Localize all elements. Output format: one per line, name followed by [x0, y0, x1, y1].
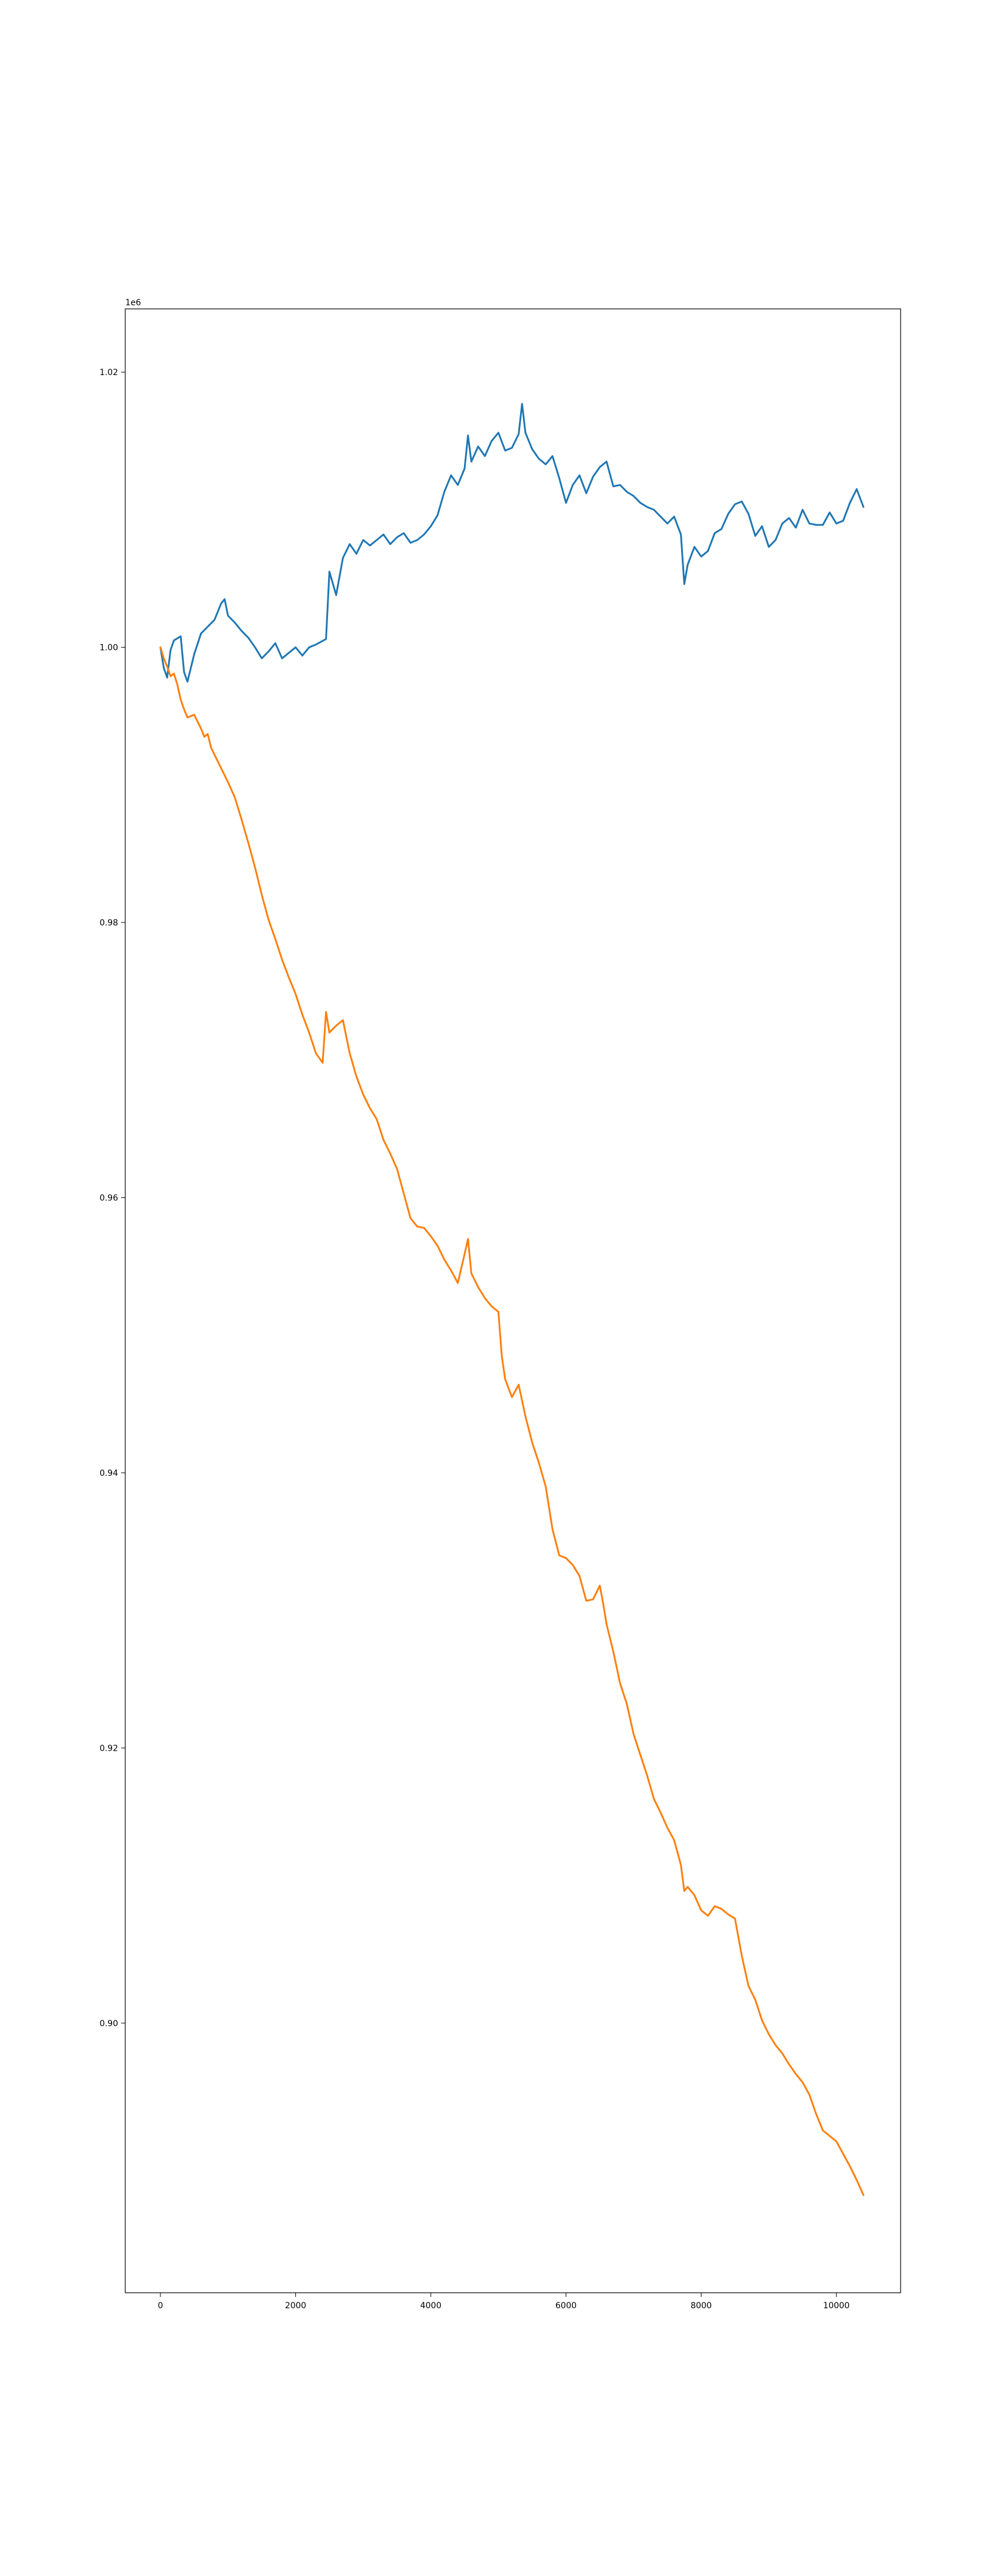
y-tick-label: 0.96	[100, 1193, 118, 1203]
x-tick-label: 2000	[285, 2301, 307, 2311]
x-tick-label: 8000	[691, 2301, 712, 2311]
y-axis-ticks: 0.90 0.92 0.94 0.96 0.98 1.00 1.02	[100, 368, 125, 2029]
y-tick-label: 0.94	[100, 1469, 118, 1478]
x-axis-ticks: 0 2000 4000 6000 8000 10000	[157, 2293, 850, 2311]
series-line-2	[159, 646, 865, 2196]
x-tick-label: 4000	[420, 2301, 441, 2311]
x-tick-label: 10000	[823, 2301, 850, 2311]
x-tick-label: 6000	[555, 2301, 577, 2311]
x-tick-label: 0	[157, 2301, 163, 2311]
y-axis-offset-label: 1e6	[125, 298, 141, 308]
series-lines	[159, 402, 865, 2196]
plot-area-frame	[125, 308, 901, 2293]
series-line-1	[159, 402, 865, 683]
y-tick-label: 0.90	[100, 2019, 118, 2029]
y-tick-label: 0.98	[100, 918, 118, 928]
y-tick-label: 1.00	[100, 643, 118, 653]
y-tick-label: 1.02	[100, 368, 118, 377]
y-tick-label: 0.92	[100, 1744, 118, 1753]
